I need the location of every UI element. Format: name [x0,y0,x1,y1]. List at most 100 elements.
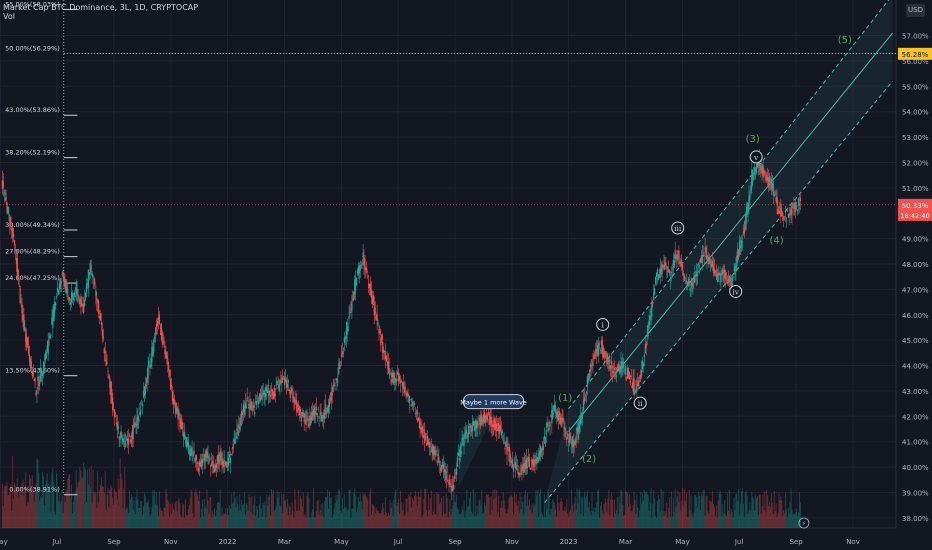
candle-body [784,210,787,213]
candle-body [595,349,597,354]
wave-label: i [601,320,604,329]
volume-bar [54,511,56,528]
volume-bar [723,513,725,528]
candle-body [18,285,20,288]
volume-bar [663,515,665,528]
volume-label[interactable]: Vol [3,12,15,21]
volume-bar [691,514,693,528]
volume-bar [786,517,788,528]
candle-body [639,376,641,378]
volume-bar [13,498,15,528]
volume-bar [501,507,503,528]
volume-bar [82,478,84,528]
volume-bar [721,515,723,528]
volume-bar [143,493,145,528]
candle-body [778,211,780,214]
candle-body [50,334,52,336]
volume-bar [643,489,645,528]
candle-body [622,362,624,368]
volume-bar [647,494,649,528]
volume-bar [734,509,736,528]
candle-body [409,404,411,406]
volume-bar [669,497,671,528]
candle-body [47,340,49,355]
candle-body [174,405,176,409]
volume-bar [587,507,589,528]
volume-bar [271,494,273,528]
volume-bar [329,498,331,528]
volume-bar [489,515,491,528]
candle-body [684,282,687,284]
volume-bar [240,510,242,528]
volume-bar [287,515,289,528]
volume-bar [556,494,558,528]
candle-body [513,463,516,465]
volume-bar [543,494,545,528]
volume-bar [214,516,216,528]
volume-bar [103,493,105,528]
volume-bar [238,510,240,528]
candle-body [524,462,526,467]
volume-bar [666,502,668,528]
volume-bar [778,493,780,528]
volume-bar [249,497,251,528]
x-tick-label: Sep [448,538,462,546]
candle-body [754,173,757,174]
candle-body [267,391,269,393]
candle-body [127,438,129,444]
volume-bar [486,495,488,528]
volume-bar [237,504,239,528]
symbol-title[interactable]: Market Cap BTC Dominance, 3L, 1D, CRYPTO… [3,3,199,12]
candle-body [448,482,450,483]
volume-bar [746,495,748,528]
candle-body [357,266,360,275]
volume-bar [347,508,349,528]
candle-body [195,455,197,461]
volume-bar [403,516,405,528]
volume-bar [491,509,493,528]
candle-body [728,275,730,283]
volume-bar [189,497,191,528]
volume-bar [73,496,75,528]
volume-bar [674,488,676,528]
candle-body [734,266,736,275]
volume-bar [193,517,195,528]
candle-body [289,392,291,398]
candle-body [599,349,602,352]
volume-bar [540,488,542,528]
candle-body [179,417,181,427]
candle-body [55,296,58,297]
candle-body [78,296,80,299]
candle-body [317,409,319,410]
candle-body [543,435,545,439]
candle-body [741,241,744,242]
candle-body [363,257,365,266]
volume-bar [71,484,73,528]
volume-bar [451,508,453,528]
volume-bar [789,502,791,528]
candle-body [529,467,531,470]
candle-body [780,208,782,217]
candle-body [572,440,574,448]
volume-bar [519,492,521,528]
candle-body [17,270,19,278]
candle-body [506,445,508,455]
volume-bar [37,460,39,528]
candle-body [640,370,643,377]
currency-badge[interactable]: USD [906,4,925,17]
candle-body [328,400,331,408]
volume-bar [728,489,730,528]
candle-body [766,176,768,182]
volume-bar [443,513,445,528]
candle-body [348,315,350,320]
volume-bar [593,507,595,528]
candle-body [759,169,761,171]
candle-body [253,404,255,408]
candle-body [402,382,404,389]
candle-body [250,402,252,408]
candle-body [656,269,659,276]
y-tick-label: 44.00% [902,363,929,371]
candle-body [500,430,502,436]
volume-bar [342,509,344,528]
